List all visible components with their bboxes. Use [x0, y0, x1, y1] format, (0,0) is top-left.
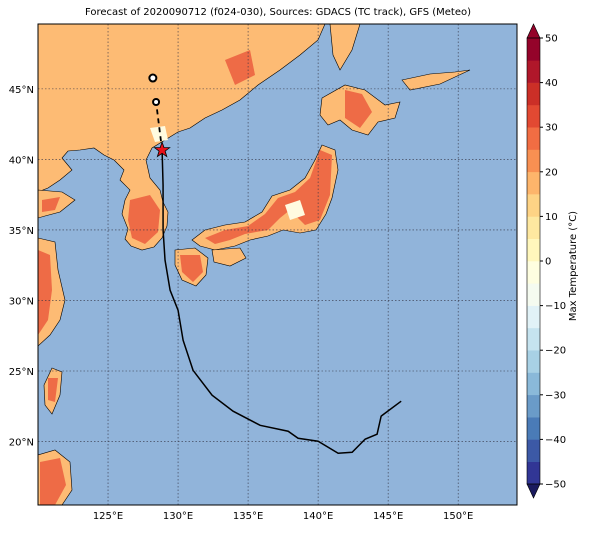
colorbar-cell: [527, 149, 540, 173]
colorbar-cell: [527, 394, 540, 418]
colorbar-tick-label: 40: [545, 78, 558, 89]
title: Forecast of 2020090712 (f024-030), Sourc…: [85, 7, 471, 18]
map-frame: [37, 23, 518, 506]
lat-tick-label: 30°N: [9, 296, 34, 307]
colorbar-cell: [527, 82, 540, 106]
lon-tick-label: 145°E: [373, 511, 403, 522]
colorbar-extend-top: [526, 23, 541, 39]
colorbar-cell: [527, 350, 540, 373]
track-line: [161, 150, 402, 454]
colorbar-cell: [527, 38, 540, 61]
lon-tick-label: 130°E: [163, 511, 193, 522]
colorbar-tick-label: −40: [545, 435, 566, 446]
lat-tick-label: 35°N: [9, 226, 34, 237]
colorbar-cell: [527, 171, 540, 195]
extra-point: [148, 73, 158, 83]
lat-tick-label: 40°N: [9, 155, 34, 166]
colorbar-tick-label: −20: [545, 346, 566, 357]
lon-tick-label: 150°E: [443, 511, 473, 522]
colorbar-tick-label: 30: [545, 123, 558, 134]
colorbar-cell: [527, 194, 540, 217]
colorbar-tick-label: −50: [545, 480, 566, 491]
colorbar-cell: [527, 238, 540, 262]
colorbar-cell: [527, 60, 540, 83]
colorbar-cell: [527, 305, 540, 329]
colorbar-tick-label: 20: [545, 167, 558, 178]
colorbar-cell: [527, 439, 540, 462]
colorbar-cell: [527, 372, 540, 396]
lon-tick-label: 140°E: [303, 511, 333, 522]
colorbar-cell: [527, 216, 540, 239]
lat-tick-label: 45°N: [9, 85, 34, 96]
colorbar-cell: [527, 327, 540, 351]
colorbar-tick-label: −30: [545, 390, 566, 401]
lat-tick-label: 25°N: [9, 367, 34, 378]
colorbar-tick-label: −10: [545, 301, 566, 312]
colorbar-cell: [527, 283, 540, 306]
land: [38, 24, 471, 505]
dashed-link: [155, 101, 163, 151]
colorbar-cell: [527, 127, 540, 150]
colorbar-label: Max Temperature (°C): [568, 211, 579, 321]
lon-tick-label: 125°E: [93, 511, 123, 522]
colorbar-cell: [527, 461, 540, 485]
colorbar-cell: [527, 261, 540, 284]
lat-tick-label: 20°N: [9, 438, 34, 449]
colorbar-tick-label: 0: [545, 257, 551, 268]
colorbar-tick-label: 10: [545, 212, 558, 223]
lon-tick-label: 135°E: [233, 511, 263, 522]
colorbar-cell: [527, 417, 540, 440]
colorbar-cell: [527, 104, 540, 128]
colorbar-tick-label: 50: [545, 34, 558, 45]
extra-point: [152, 98, 161, 107]
colorbar-extend-bottom: [526, 483, 541, 499]
storm-position: [153, 140, 171, 158]
